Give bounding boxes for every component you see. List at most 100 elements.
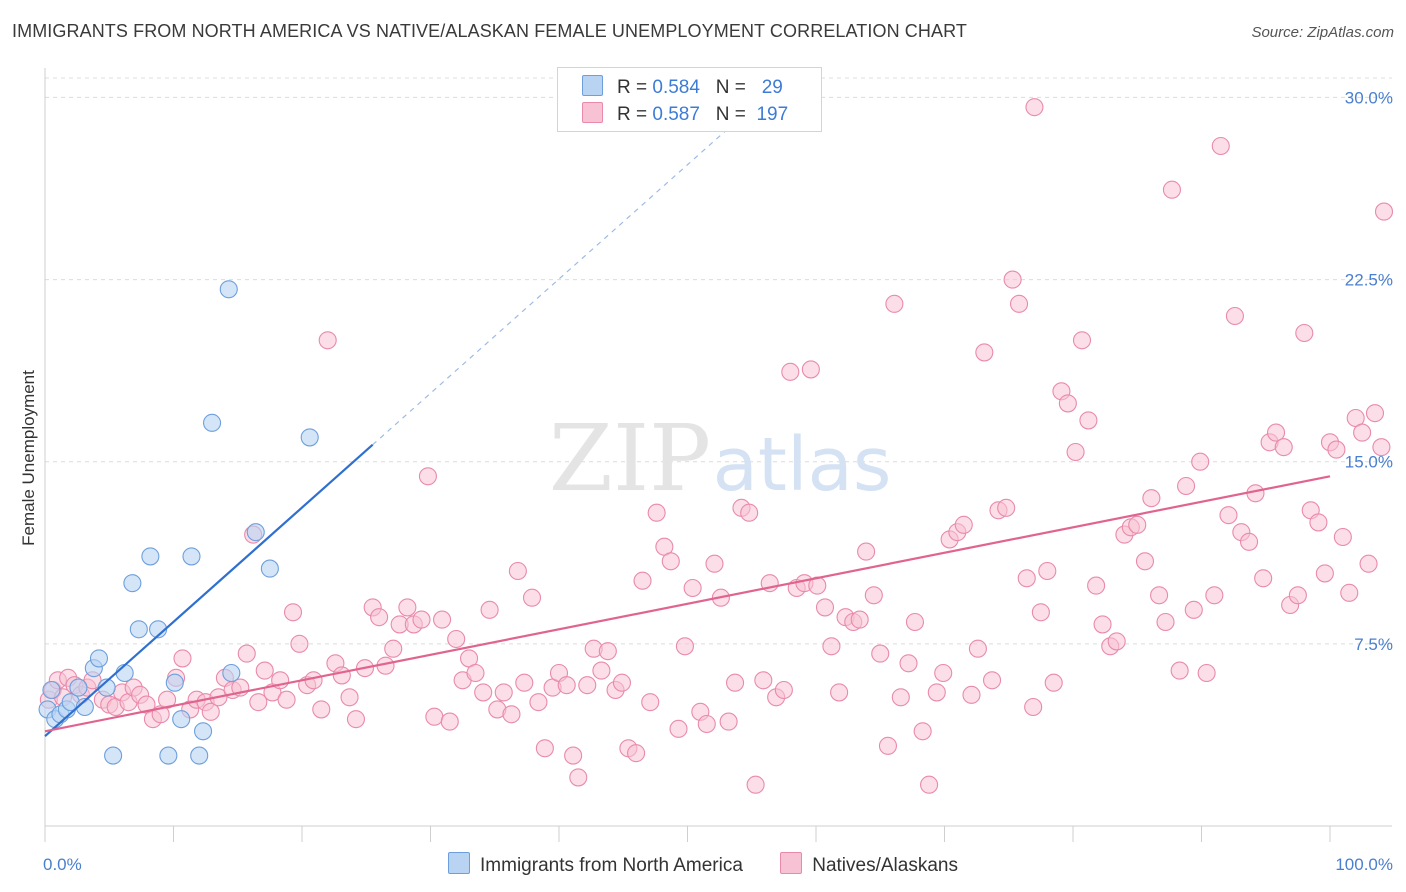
legend-n-label: N = <box>715 77 746 98</box>
pink-point <box>283 603 303 622</box>
pink-point <box>370 608 389 627</box>
pink-point <box>1142 489 1161 508</box>
pink-point <box>1211 136 1230 156</box>
pink-point <box>1274 438 1293 457</box>
legend-swatch-pink <box>582 102 603 123</box>
pink-point <box>1219 506 1238 525</box>
legend-row-natives: R = 0.587 N = 197 <box>582 102 788 126</box>
pink-point <box>346 710 366 729</box>
watermark: ZIP atlas <box>549 405 892 512</box>
blue-point <box>159 746 178 765</box>
pink-point <box>1135 552 1155 571</box>
pink-point <box>1353 423 1372 442</box>
pink-point <box>557 676 576 695</box>
pink-point <box>633 571 652 590</box>
pink-point <box>569 768 588 787</box>
legend-r-value: 0.587 <box>652 104 700 125</box>
pink-point <box>1288 586 1307 605</box>
legend-r-label: R = <box>617 77 648 98</box>
pink-point <box>418 467 437 486</box>
pink-point <box>997 498 1016 517</box>
pink-point <box>249 693 268 712</box>
pink-point <box>612 673 632 692</box>
pink-point <box>1038 561 1057 581</box>
legend-swatch-blue <box>582 75 603 96</box>
pink-point <box>754 671 773 690</box>
pink-point <box>522 588 542 607</box>
pink-point <box>1225 306 1244 326</box>
pink-point <box>1374 202 1394 221</box>
pink-point <box>968 639 987 658</box>
chart-title: IMMIGRANTS FROM NORTH AMERICA VS NATIVE/… <box>12 21 967 41</box>
legend-n-value: 29 <box>761 77 783 98</box>
blue-point <box>222 663 241 683</box>
pink-point <box>1107 632 1126 651</box>
pink-point <box>340 688 359 707</box>
pink-point <box>564 746 583 765</box>
pink-point <box>1315 564 1334 583</box>
pink-point <box>697 714 716 734</box>
pink-point <box>1295 323 1314 343</box>
pink-point <box>312 700 331 719</box>
pink-point <box>913 722 932 741</box>
blue-point <box>89 649 109 668</box>
blue-point <box>129 620 148 639</box>
pink-point <box>641 693 660 712</box>
blue-point <box>42 680 61 700</box>
pink-point <box>447 629 466 649</box>
pink-point <box>1093 615 1112 634</box>
pink-point <box>1191 452 1210 471</box>
pink-point <box>801 360 820 379</box>
pink-point <box>815 598 835 617</box>
pink-point <box>433 610 452 629</box>
pink-point <box>529 693 548 712</box>
blue-point <box>123 574 142 593</box>
legend-row-immigrants: R = 0.584 N = 29 <box>582 75 783 99</box>
pink-point <box>466 663 485 683</box>
pink-point <box>1079 411 1098 430</box>
blue-point <box>190 746 209 765</box>
pink-point <box>1340 583 1359 602</box>
legend-n-value: 197 <box>756 104 789 125</box>
pink-point <box>822 637 841 656</box>
pink-point <box>535 739 554 758</box>
legend-item-natives: Natives/Alaskans <box>780 852 958 877</box>
pink-point <box>899 654 918 673</box>
pink-point <box>740 503 759 522</box>
pink-point <box>480 600 499 619</box>
pink-point <box>746 775 765 794</box>
blue-point <box>172 710 191 729</box>
pink-point <box>920 775 939 794</box>
pink-point <box>515 673 534 692</box>
pink-point <box>255 661 274 680</box>
blue-point <box>141 547 160 566</box>
pink-point <box>1184 600 1203 619</box>
legend-swatch-pink <box>780 852 803 874</box>
x-tick-label: 100.0% <box>1335 855 1393 874</box>
pink-point <box>1205 586 1224 605</box>
pink-point <box>927 683 946 702</box>
natives-trend-line <box>44 475 1331 733</box>
pink-point <box>502 705 521 724</box>
watermark-zip: ZIP <box>549 405 711 512</box>
legend-r-label: R = <box>617 104 648 125</box>
pink-point <box>1087 576 1106 595</box>
pink-point <box>1066 442 1085 462</box>
y-tick-label: 15.0% <box>1345 453 1393 472</box>
pink-point <box>494 683 513 702</box>
pink-point <box>1150 586 1169 605</box>
pink-point <box>857 542 876 561</box>
pink-point <box>578 676 597 695</box>
immigrants-trend-line <box>44 443 374 737</box>
pink-point <box>725 673 745 692</box>
pink-point <box>592 661 611 680</box>
y-tick-label: 7.5% <box>1354 635 1393 654</box>
pink-point <box>598 642 617 661</box>
pink-point <box>1156 612 1175 632</box>
pink-point <box>1170 661 1189 680</box>
pink-point <box>201 702 220 721</box>
source-label: Source: ZipAtlas.com <box>1251 24 1394 41</box>
pink-point <box>1333 527 1352 547</box>
pink-point <box>412 610 431 629</box>
